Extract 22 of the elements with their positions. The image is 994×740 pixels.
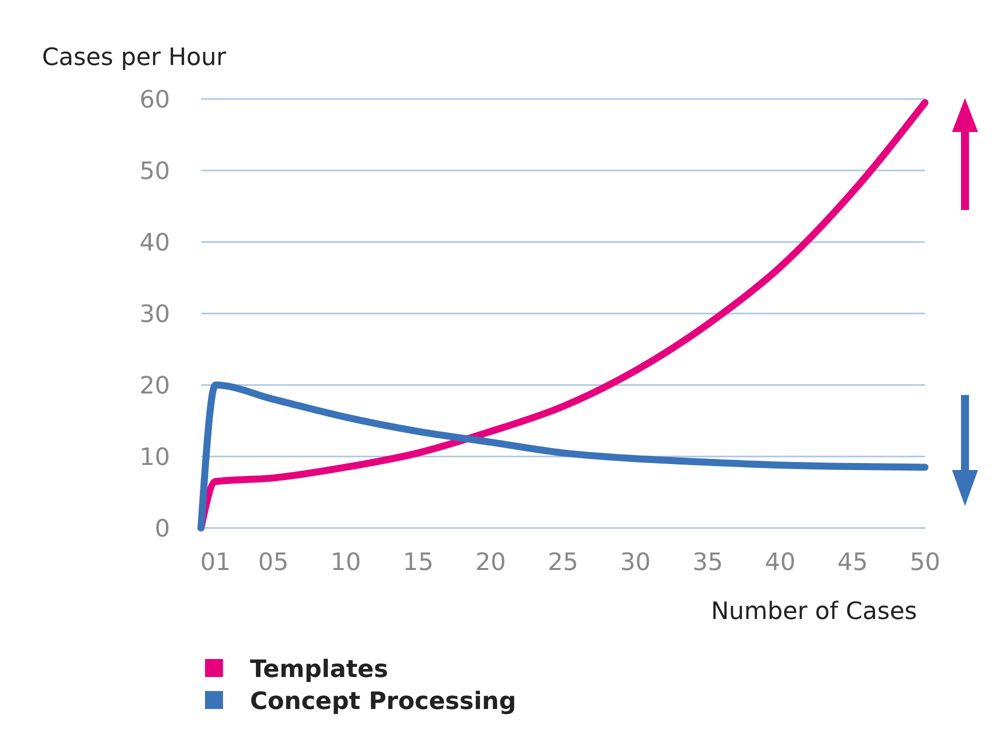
y-axis-title: Cases per Hour xyxy=(42,43,226,71)
x-axis-title: Number of Cases xyxy=(710,597,917,625)
y-tick-label: 20 xyxy=(139,371,170,400)
y-tick-label: 0 xyxy=(154,514,170,542)
legend-label: Templates xyxy=(250,655,388,683)
y-tick-label: 10 xyxy=(139,442,170,471)
x-tick-label: 40 xyxy=(764,548,796,576)
x-tick-label: 25 xyxy=(548,548,578,576)
x-tick-label: 05 xyxy=(258,548,289,576)
x-tick-label: 20 xyxy=(475,548,506,576)
legend-label: Concept Processing xyxy=(250,687,516,715)
x-tick-label: 50 xyxy=(910,548,940,576)
x-tick-label: 15 xyxy=(402,548,434,576)
y-tick-label: 40 xyxy=(139,228,170,256)
y-tick-label: 60 xyxy=(139,85,170,114)
y-tick-label: 50 xyxy=(139,156,170,185)
x-tick-label: 35 xyxy=(692,548,724,576)
x-tick-label: 01 xyxy=(200,548,231,576)
x-tick-label: 45 xyxy=(837,548,868,576)
x-tick-label: 10 xyxy=(330,548,362,576)
y-tick-label: 30 xyxy=(139,300,170,328)
x-tick-label: 30 xyxy=(620,548,651,576)
